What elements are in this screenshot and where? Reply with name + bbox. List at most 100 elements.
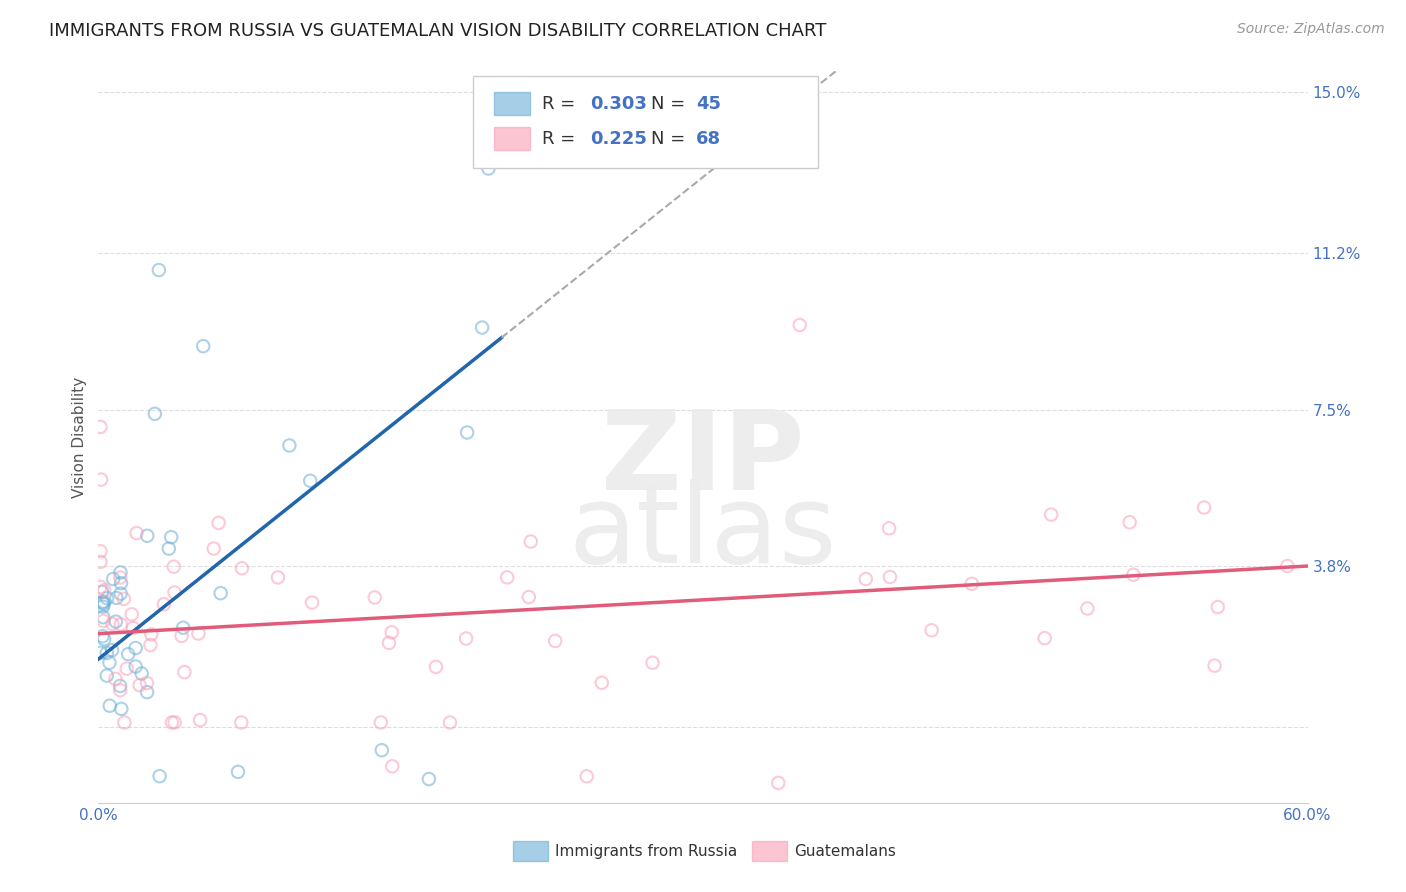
- Point: [117, 647, 139, 661]
- Point: [110, 617, 132, 632]
- Point: [143, 407, 166, 421]
- Point: [921, 624, 943, 638]
- Point: [104, 615, 127, 629]
- Point: [153, 597, 176, 611]
- Point: [193, 339, 215, 353]
- Point: [299, 474, 322, 488]
- Point: [98, 656, 121, 670]
- Point: [91, 596, 114, 610]
- Point: [93, 583, 115, 598]
- Y-axis label: Vision Disability: Vision Disability: [72, 376, 87, 498]
- Point: [96, 591, 118, 606]
- Point: [124, 659, 146, 673]
- Point: [125, 526, 148, 541]
- Point: [879, 570, 901, 584]
- Point: [202, 541, 225, 556]
- Point: [591, 675, 613, 690]
- Point: [128, 678, 150, 692]
- Point: [93, 597, 115, 611]
- Point: [110, 586, 132, 600]
- Point: [789, 318, 811, 332]
- Point: [91, 585, 114, 599]
- Point: [278, 438, 301, 452]
- Point: [148, 263, 170, 277]
- Point: [1277, 559, 1299, 574]
- Text: N =: N =: [651, 95, 690, 112]
- Text: 0.225: 0.225: [591, 129, 647, 148]
- Point: [141, 627, 163, 641]
- Point: [163, 715, 186, 730]
- Point: [471, 320, 494, 334]
- Point: [418, 772, 440, 786]
- Point: [163, 585, 186, 599]
- Point: [91, 610, 114, 624]
- Point: [96, 646, 118, 660]
- Point: [136, 529, 159, 543]
- Point: [267, 570, 290, 584]
- Text: N =: N =: [651, 129, 690, 148]
- Point: [157, 541, 180, 556]
- Point: [456, 425, 478, 440]
- Point: [496, 570, 519, 584]
- Point: [149, 769, 172, 783]
- Point: [1118, 515, 1140, 529]
- Point: [89, 555, 111, 569]
- Point: [301, 595, 323, 609]
- Point: [131, 666, 153, 681]
- Text: 68: 68: [696, 129, 721, 148]
- Point: [136, 685, 159, 699]
- Text: 0.303: 0.303: [591, 95, 647, 112]
- Point: [160, 715, 183, 730]
- Point: [112, 715, 135, 730]
- Point: [370, 715, 392, 730]
- Text: ZIP: ZIP: [602, 406, 804, 513]
- Point: [98, 698, 121, 713]
- Point: [110, 570, 132, 584]
- Point: [1076, 601, 1098, 615]
- Point: [90, 544, 112, 558]
- Point: [641, 656, 664, 670]
- Point: [188, 713, 211, 727]
- Point: [115, 662, 138, 676]
- Text: Immigrants from Russia: Immigrants from Russia: [555, 845, 738, 859]
- Text: IMMIGRANTS FROM RUSSIA VS GUATEMALAN VISION DISABILITY CORRELATION CHART: IMMIGRANTS FROM RUSSIA VS GUATEMALAN VIS…: [49, 22, 827, 40]
- Point: [136, 676, 159, 690]
- Point: [209, 586, 232, 600]
- Point: [1122, 567, 1144, 582]
- Point: [544, 634, 567, 648]
- Point: [108, 679, 131, 693]
- Point: [381, 759, 404, 773]
- Point: [173, 665, 195, 679]
- Point: [93, 632, 115, 647]
- Point: [519, 534, 541, 549]
- Point: [1204, 658, 1226, 673]
- Point: [855, 572, 877, 586]
- Point: [877, 521, 900, 535]
- Text: 45: 45: [696, 95, 721, 112]
- Text: R =: R =: [543, 129, 581, 148]
- Point: [110, 576, 132, 591]
- Point: [101, 643, 124, 657]
- Point: [477, 161, 499, 176]
- Point: [187, 626, 209, 640]
- Point: [139, 638, 162, 652]
- Point: [160, 530, 183, 544]
- Text: R =: R =: [543, 95, 581, 112]
- Point: [378, 636, 401, 650]
- FancyBboxPatch shape: [494, 92, 530, 115]
- Point: [89, 646, 111, 660]
- Point: [91, 599, 114, 614]
- Point: [768, 776, 790, 790]
- Text: Source: ZipAtlas.com: Source: ZipAtlas.com: [1237, 22, 1385, 37]
- Point: [93, 614, 115, 628]
- Point: [439, 715, 461, 730]
- Point: [89, 580, 111, 594]
- Text: Guatemalans: Guatemalans: [794, 845, 896, 859]
- Point: [371, 743, 394, 757]
- Point: [381, 625, 404, 640]
- Point: [1033, 631, 1056, 645]
- FancyBboxPatch shape: [494, 127, 530, 151]
- Point: [105, 591, 128, 605]
- Point: [517, 590, 540, 604]
- Point: [226, 764, 249, 779]
